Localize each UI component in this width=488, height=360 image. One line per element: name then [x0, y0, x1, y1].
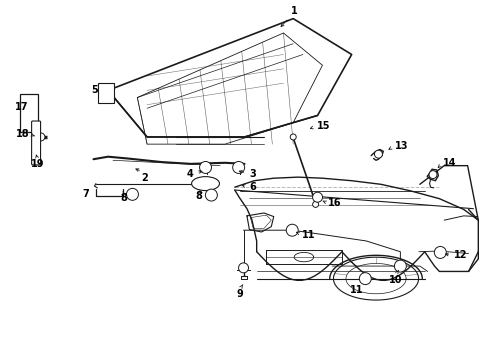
- FancyBboxPatch shape: [32, 121, 41, 165]
- Text: 19: 19: [31, 159, 44, 169]
- Circle shape: [312, 192, 322, 202]
- Circle shape: [428, 171, 436, 179]
- Text: 11: 11: [302, 230, 315, 239]
- Text: 4: 4: [186, 168, 193, 179]
- Circle shape: [199, 162, 211, 174]
- Circle shape: [374, 150, 382, 158]
- Circle shape: [238, 263, 248, 273]
- Circle shape: [285, 224, 298, 236]
- Bar: [20, 94, 38, 132]
- Text: 1: 1: [290, 6, 297, 16]
- Text: 9: 9: [236, 289, 243, 300]
- Text: 18: 18: [16, 129, 29, 139]
- Text: 14: 14: [442, 158, 456, 168]
- Text: 12: 12: [453, 250, 467, 260]
- Text: 6: 6: [249, 182, 256, 192]
- Text: 17: 17: [15, 102, 28, 112]
- Circle shape: [126, 188, 138, 200]
- Text: 10: 10: [388, 275, 402, 285]
- Circle shape: [433, 247, 446, 258]
- FancyBboxPatch shape: [98, 83, 114, 103]
- Text: 2: 2: [141, 173, 148, 183]
- Circle shape: [312, 201, 318, 207]
- Text: 7: 7: [82, 189, 89, 199]
- Text: 8: 8: [195, 191, 202, 201]
- Text: 11: 11: [349, 285, 363, 295]
- Circle shape: [394, 260, 406, 272]
- Circle shape: [290, 134, 296, 140]
- Circle shape: [359, 273, 370, 285]
- Circle shape: [205, 189, 217, 201]
- Ellipse shape: [191, 177, 219, 190]
- Circle shape: [232, 162, 244, 174]
- Text: 13: 13: [394, 141, 407, 151]
- Text: 15: 15: [316, 121, 329, 131]
- Text: 3: 3: [249, 168, 256, 179]
- Text: 5: 5: [91, 85, 98, 95]
- Text: 8: 8: [120, 193, 127, 203]
- Circle shape: [37, 133, 45, 141]
- Text: 16: 16: [327, 198, 341, 208]
